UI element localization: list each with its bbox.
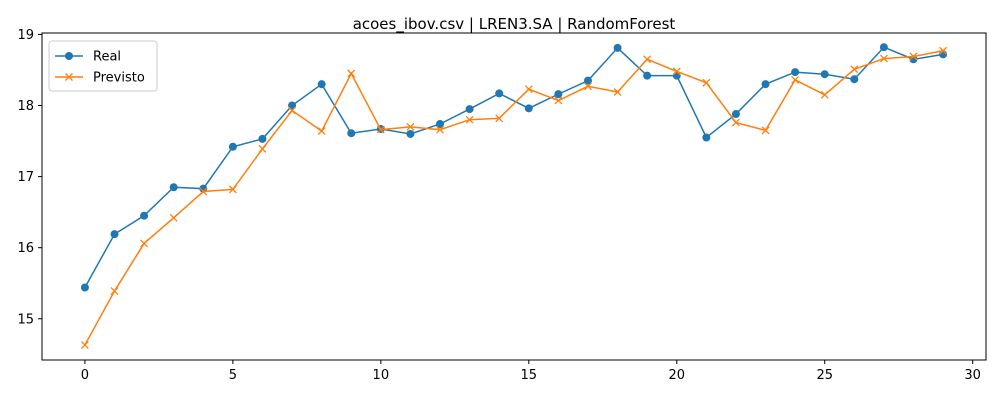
data-point [347,129,356,138]
data-point [820,70,829,79]
data-point [731,110,740,119]
series-line [84,50,944,346]
data-point [288,101,297,110]
y-tick-label: 17 [17,170,34,185]
x-axis: 0 5 10 15 20 25 30 [81,360,981,383]
series-previsto [80,46,948,350]
x-tick-label: 5 [229,368,237,383]
data-point [80,341,89,350]
data-point [524,104,533,113]
data-point [169,183,178,192]
data-point [258,134,267,143]
data-point [376,125,385,134]
data-point [879,54,888,63]
y-tick-label: 15 [17,312,34,327]
data-point [731,118,740,127]
data-point [850,65,859,74]
y-axis: 15 16 17 18 19 [17,28,42,327]
legend-label: Previsto [93,71,145,86]
x-tick-label: 10 [373,368,390,383]
x-tick-label: 30 [964,368,981,383]
data-point [495,89,504,98]
chart-title: acoes_ibov.csv | LREN3.SA | RandomForest [353,15,676,34]
data-point [702,133,711,142]
series-line [84,46,944,288]
legend-entry-real: Real [55,50,121,65]
data-point [643,55,652,64]
y-tick-label: 18 [17,99,34,114]
y-tick-label: 19 [17,28,34,43]
data-point [584,82,592,91]
data-point [228,142,237,151]
data-point [613,43,622,52]
y-tick-label: 16 [17,241,34,256]
data-point [258,144,267,153]
data-point [317,80,326,89]
plot-area [41,32,987,361]
x-tick-label: 0 [81,368,89,383]
legend-box [48,40,158,92]
legend: Real Previsto [48,40,158,92]
data-point [199,187,208,196]
x-tick-label: 20 [668,368,685,383]
data-point [228,185,237,194]
data-point [939,46,948,55]
data-point [110,287,119,296]
data-point [406,129,415,138]
x-tick-label: 25 [816,368,833,383]
series-layer [80,43,948,350]
data-point [761,80,770,89]
data-point [554,96,563,105]
x-tick-label: 15 [521,368,538,383]
data-point [80,283,89,292]
data-point [140,239,149,248]
data-point [347,69,356,78]
data-point [850,75,859,84]
data-point [495,114,504,123]
data-point [613,88,622,96]
data-point [791,75,800,84]
data-point [583,76,592,85]
data-point [436,119,445,128]
data-point [524,85,533,94]
data-point [288,106,297,115]
data-point [406,122,415,131]
series-real [80,43,948,292]
legend-label: Real [93,50,121,65]
data-point [791,68,800,77]
data-point [554,90,563,99]
data-point [909,52,918,61]
data-point [465,105,474,114]
data-point [672,67,681,76]
data-point [110,230,119,239]
legend-entry-previsto: Previsto [55,71,145,86]
data-point [436,125,444,134]
data-point [702,78,711,87]
data-point [140,211,149,220]
data-point [761,126,770,135]
data-point [820,90,829,99]
data-point [465,115,474,124]
legend-marker [65,73,73,81]
legend-marker [65,52,73,60]
data-point [317,127,326,136]
data-point [879,43,888,52]
data-point [169,213,178,222]
data-point [643,71,652,80]
